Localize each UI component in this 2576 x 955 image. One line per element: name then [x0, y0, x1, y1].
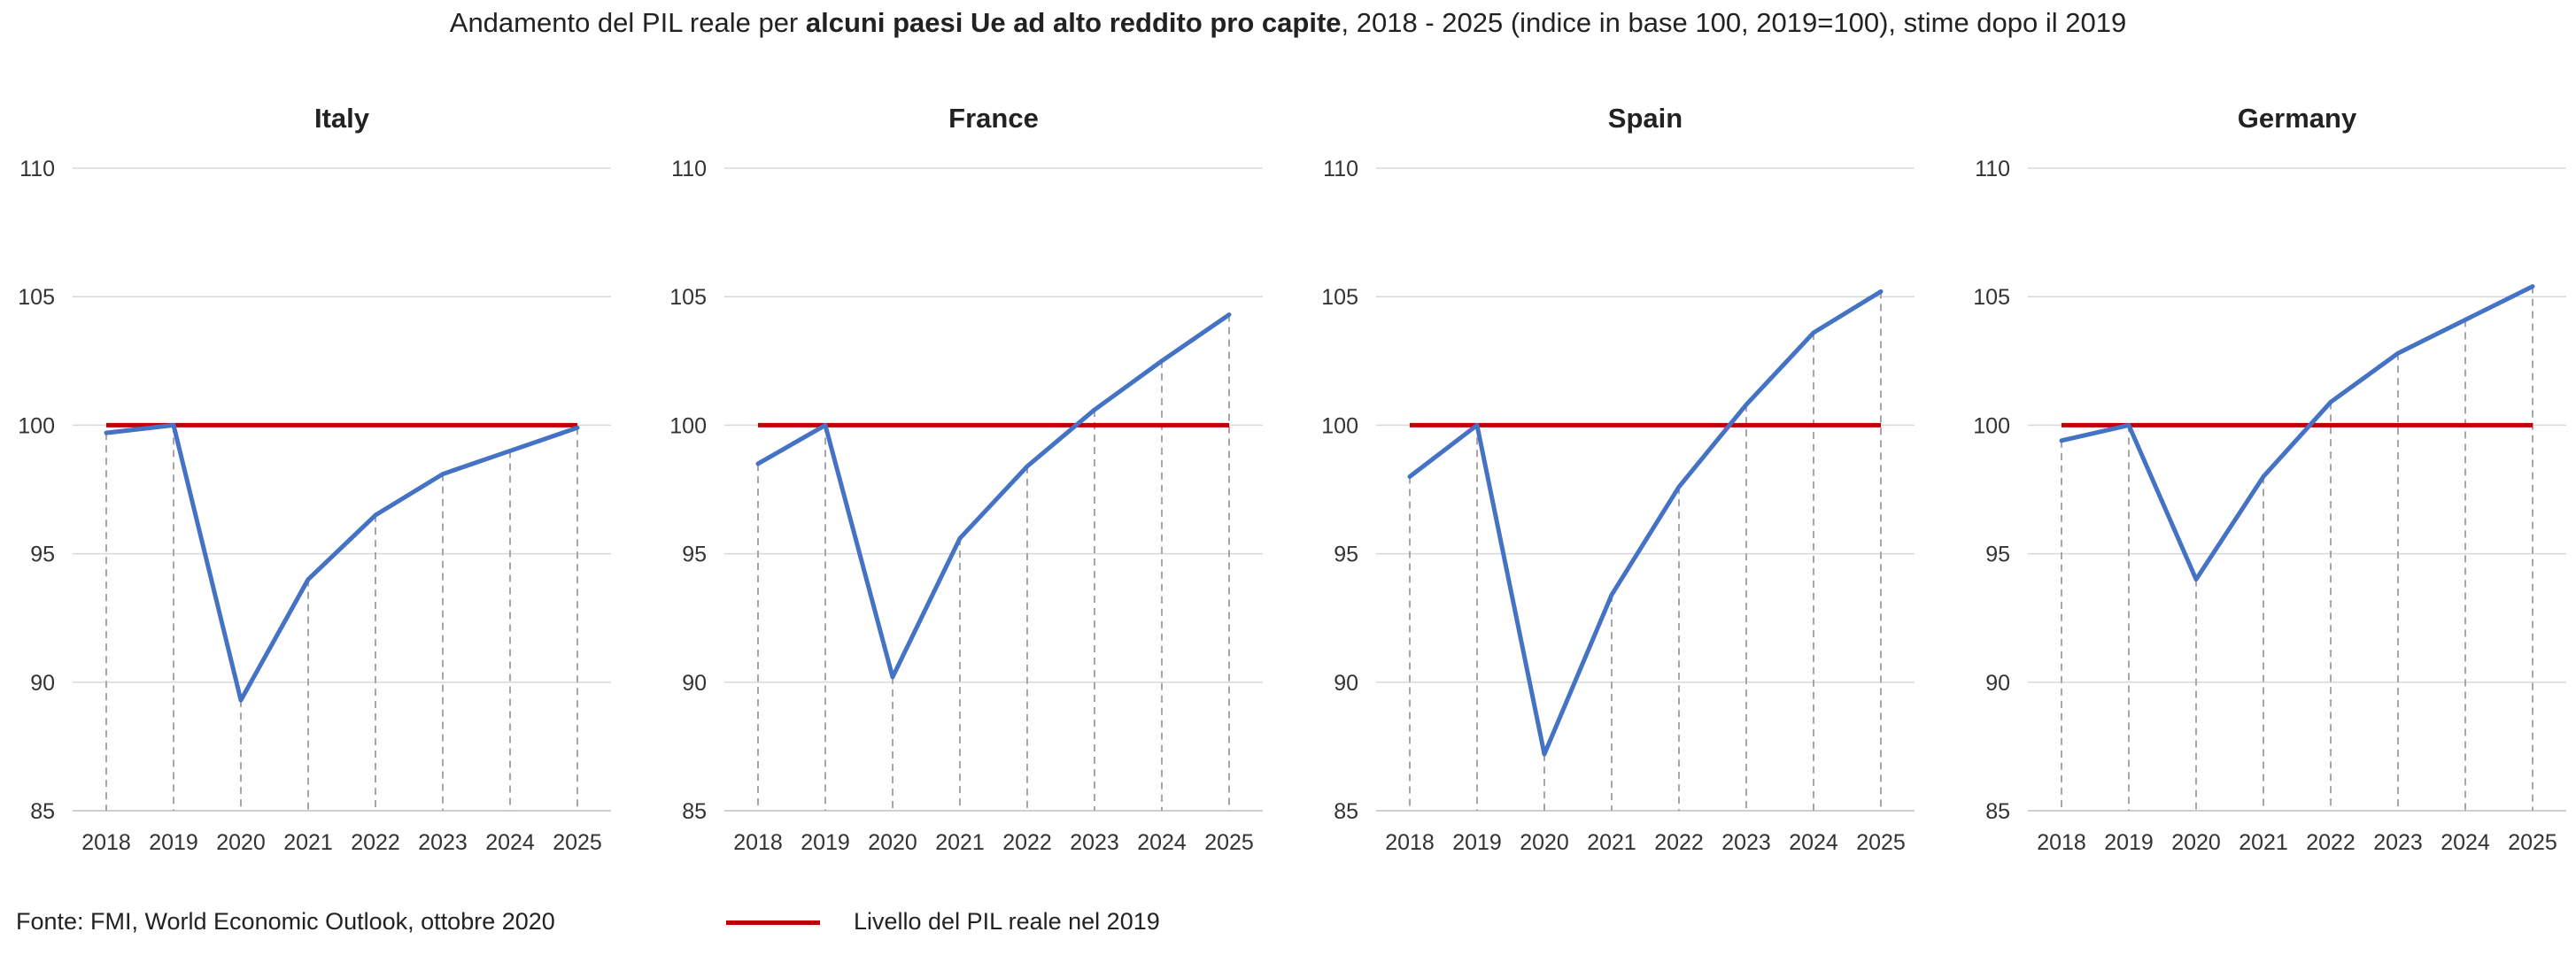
y-tick-label: 90	[682, 671, 707, 696]
y-tick-label: 95	[682, 543, 707, 567]
y-tick-label: 110	[19, 157, 55, 181]
x-tick-label: 2020	[216, 830, 266, 855]
x-tick-label: 2019	[801, 830, 850, 855]
y-tick-label: 95	[1985, 543, 2010, 567]
chart-title: Germany	[2238, 103, 2357, 134]
y-tick-label: 100	[18, 413, 55, 438]
x-tick-label: 2023	[2373, 830, 2423, 855]
y-tick-label: 105	[1973, 285, 2010, 310]
y-tick-label: 105	[18, 285, 55, 310]
y-tick-label: 90	[1334, 671, 1358, 696]
title-prefix: Andamento del PIL reale per	[449, 7, 806, 38]
x-tick-label: 2023	[1070, 830, 1119, 855]
legend-label: Livello del PIL reale nel 2019	[854, 908, 1160, 935]
x-tick-label: 2022	[1002, 830, 1052, 855]
series-line	[104, 422, 580, 703]
y-tick-label: 110	[1323, 157, 1358, 181]
legend-swatch	[726, 920, 820, 926]
title-bold: alcuni paesi Ue ad alto reddito pro capi…	[805, 7, 1342, 38]
y-tick-label: 105	[669, 285, 707, 310]
y-tick-label: 110	[1975, 157, 2010, 181]
x-tick-label: 2022	[1654, 830, 1704, 855]
x-tick-label: 2018	[733, 830, 783, 855]
x-tick-label: 2025	[1204, 830, 1254, 855]
x-tick-label: 2022	[351, 830, 400, 855]
x-tick-label: 2025	[2508, 830, 2557, 855]
x-tick-label: 2023	[418, 830, 468, 855]
chart-title: Italy	[314, 103, 370, 134]
x-tick-label: 2021	[935, 830, 985, 855]
y-tick-label: 85	[1985, 799, 2010, 824]
title-suffix: , 2018 - 2025 (indice in base 100, 2019=…	[1341, 7, 2127, 38]
y-tick-label: 100	[1321, 413, 1358, 438]
y-tick-label: 85	[682, 799, 707, 824]
x-tick-label: 2020	[2171, 830, 2221, 855]
x-tick-label: 2018	[81, 830, 131, 855]
x-tick-label: 2020	[868, 830, 917, 855]
source-note: Fonte: FMI, World Economic Outlook, otto…	[16, 908, 555, 935]
y-tick-label: 105	[1321, 285, 1358, 310]
legend: Livello del PIL reale nel 2019	[726, 908, 1160, 936]
y-tick-label: 95	[30, 543, 55, 567]
x-tick-label: 2021	[1587, 830, 1636, 855]
x-tick-label: 2025	[1856, 830, 1906, 855]
y-tick-label: 90	[1985, 671, 2010, 696]
x-tick-label: 2024	[1137, 830, 1187, 855]
x-tick-label: 2024	[2441, 830, 2490, 855]
series-line	[755, 312, 1232, 680]
chart-title: Spain	[1608, 103, 1683, 134]
x-tick-label: 2019	[149, 830, 198, 855]
x-tick-label: 2024	[1789, 830, 1838, 855]
series-line	[2059, 284, 2535, 582]
x-tick-label: 2018	[1385, 830, 1435, 855]
x-tick-label: 2019	[1452, 830, 1502, 855]
x-tick-label: 2018	[2037, 830, 2086, 855]
y-tick-label: 100	[669, 413, 707, 438]
x-tick-label: 2023	[1721, 830, 1771, 855]
chart-germany: Germany 85 90 95 100 105 110 2018 2019 2020 2021 20…	[1973, 103, 2566, 855]
y-tick-label: 90	[30, 671, 55, 696]
x-tick-label: 2025	[553, 830, 602, 855]
y-tick-label: 85	[1334, 799, 1358, 824]
page-title: Andamento del PIL reale per alcuni paesi…	[0, 7, 2576, 39]
y-tick-label: 100	[1973, 413, 2010, 438]
x-tick-label: 2022	[2306, 830, 2356, 855]
x-tick-label: 2024	[485, 830, 535, 855]
x-tick-label: 2019	[2104, 830, 2154, 855]
y-tick-label: 85	[30, 799, 55, 824]
y-tick-label: 95	[1334, 543, 1358, 567]
series-line	[1407, 289, 1884, 757]
chart-france: France 85 90 95 100 105 110 2018 2019 2020 2021 202…	[669, 103, 1263, 855]
y-tick-label: 110	[671, 157, 707, 181]
chart-spain: Spain 85 90 95 100 105 110 2018 2019 2020 2021 2022…	[1321, 103, 1915, 855]
x-tick-label: 2021	[2239, 830, 2288, 855]
x-tick-label: 2020	[1520, 830, 1569, 855]
x-tick-label: 2021	[283, 830, 333, 855]
chart-title: France	[948, 103, 1039, 134]
chart-italy: Italy 85 90 95 100 105 110 2018 2019 2020 2021 2022…	[18, 103, 611, 855]
